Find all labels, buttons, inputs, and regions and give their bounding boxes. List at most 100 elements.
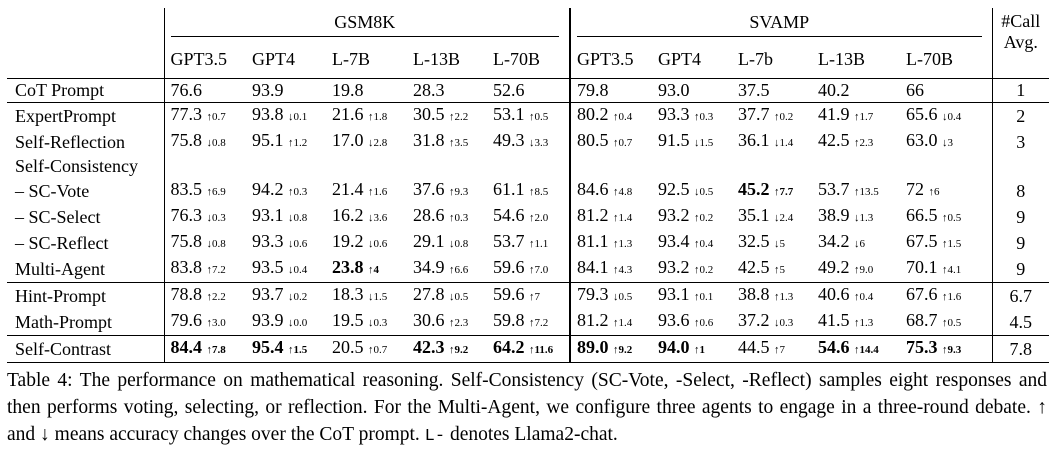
score-cell: 38.9 ↓1.3 xyxy=(812,204,900,230)
method-name: Math-Prompt xyxy=(7,309,165,336)
score-delta: ↑2.2 xyxy=(449,111,469,123)
corner-cell xyxy=(7,8,165,40)
score-delta: ↓0.8 xyxy=(449,238,469,250)
score-delta: ↑0.4 xyxy=(613,111,633,123)
score-cell: 30.6 ↑2.3 xyxy=(407,309,487,336)
method-name: Multi-Agent xyxy=(7,256,165,283)
score-delta: ↑0.3 xyxy=(449,212,469,224)
score-delta: ↑7.2 xyxy=(529,317,549,329)
call-count: 8 xyxy=(1016,180,1026,201)
score-value: 75.8 xyxy=(170,231,203,251)
call-count: 7.8 xyxy=(992,335,1050,363)
score-delta: ↓0.4 xyxy=(942,111,962,123)
method-name: – SC-Reflect xyxy=(7,230,165,256)
table-row: CoT Prompt 76.6 93.9 19.8 28.3 52.6 79.8 93.0 37… xyxy=(7,78,1050,103)
score-cell: 19.8 xyxy=(326,78,407,103)
score-cell: 80.5 ↑0.7 xyxy=(570,129,652,155)
score-cell: 21.6 ↑1.8 xyxy=(326,102,407,129)
score-delta: ↑2.0 xyxy=(529,212,549,224)
score-value: 92.5 xyxy=(658,179,690,199)
score-delta: ↓0.6 xyxy=(288,238,308,250)
score-value: 18.3 xyxy=(332,284,364,304)
score-cell: 80.2 ↑0.4 xyxy=(570,102,652,129)
caption-code: L- xyxy=(424,427,446,446)
score-cell: 81.1 ↑1.3 xyxy=(570,230,652,256)
call-count: 1 xyxy=(992,78,1050,103)
score-value: 78.8 xyxy=(170,284,203,304)
score-value: 63.0 xyxy=(906,130,938,150)
score-cell xyxy=(732,155,812,178)
score-value: 19.5 xyxy=(332,310,364,330)
score-cell: 76.3 ↓0.3 xyxy=(164,204,246,230)
score-delta: ↑7.7 xyxy=(774,186,794,198)
method-name: – SC-Vote xyxy=(7,178,165,204)
score-cell: 34.9 ↑6.6 xyxy=(407,256,487,283)
score-value: 94.2 xyxy=(252,179,284,199)
score-delta: ↑1.3 xyxy=(774,291,794,303)
score-value: 93.2 xyxy=(658,257,690,277)
score-delta: ↑1.4 xyxy=(613,317,633,329)
score-delta: ↑0.2 xyxy=(774,111,794,123)
score-cell: 84.6 ↑4.8 xyxy=(570,178,652,204)
score-cell: 81.2 ↑1.4 xyxy=(570,204,652,230)
score-value: 30.5 xyxy=(413,104,445,124)
score-cell: 91.5 ↓1.5 xyxy=(652,129,732,155)
score-delta: ↑9.3 xyxy=(449,186,469,198)
score-value: 93.8 xyxy=(252,104,284,124)
score-cell: 59.8 ↑7.2 xyxy=(487,309,571,336)
score-cell: 93.9 xyxy=(246,78,326,103)
score-cell: 59.6 ↑7.0 xyxy=(487,256,571,283)
score-delta: ↓6 xyxy=(854,238,865,250)
call-count: 9 xyxy=(1016,206,1026,227)
score-value: 67.5 xyxy=(906,231,938,251)
score-delta: ↑6.6 xyxy=(449,264,469,276)
score-value: 49.2 xyxy=(818,257,850,277)
score-value: 93.1 xyxy=(252,205,284,225)
score-value: 67.6 xyxy=(906,284,938,304)
score-cell: 27.8 ↓0.5 xyxy=(407,282,487,309)
method-name: Self-Consistency xyxy=(7,155,165,178)
score-delta: ↓0.0 xyxy=(288,317,308,329)
score-value: 30.6 xyxy=(413,310,445,330)
score-delta: ↑1.3 xyxy=(613,238,633,250)
corner-cell-2 xyxy=(7,40,165,79)
score-delta: ↑2.3 xyxy=(854,137,874,149)
score-cell: 93.8 ↓0.1 xyxy=(246,102,326,129)
score-value: 61.1 xyxy=(493,179,525,199)
score-value: 53.7 xyxy=(818,179,850,199)
score-value: 16.2 xyxy=(332,205,364,225)
score-cell: 64.2 ↑11.6 xyxy=(487,335,571,363)
score-delta: ↑9.3 xyxy=(942,344,962,356)
method-name: Self-Reflection xyxy=(7,129,165,155)
score-delta: ↓5 xyxy=(774,238,785,250)
score-delta: ↓3 xyxy=(942,137,953,149)
score-cell: 93.2 ↑0.2 xyxy=(652,256,732,283)
score-delta: ↑6 xyxy=(928,186,940,198)
score-delta: ↑0.4 xyxy=(854,291,874,303)
score-value: 93.5 xyxy=(252,257,284,277)
score-delta: ↑0.2 xyxy=(694,264,714,276)
score-delta: ↓0.5 xyxy=(694,186,714,198)
score-value: 59.8 xyxy=(493,310,525,330)
score-cell: 63.0 ↓3 xyxy=(900,129,993,155)
score-value: 83.8 xyxy=(170,257,203,277)
score-value: 38.9 xyxy=(818,205,850,225)
score-cell: 53.7 ↑13.5 xyxy=(812,178,900,204)
score-delta: ↑0.4 xyxy=(694,238,714,250)
score-value: 83.5 xyxy=(170,179,203,199)
score-cell: 30.5 ↑2.2 xyxy=(407,102,487,129)
score-cell: 29.1 ↓0.8 xyxy=(407,230,487,256)
call-count xyxy=(992,155,1049,178)
score-cell: 59.6 ↑7 xyxy=(487,282,571,309)
score-delta: ↓0.1 xyxy=(288,111,308,123)
score-cell: 21.4 ↑1.6 xyxy=(326,178,407,204)
score-value: 42.5 xyxy=(818,130,850,150)
score-delta: ↑1.6 xyxy=(368,186,388,198)
score-delta: ↓3.3 xyxy=(529,137,549,149)
score-value: 37.2 xyxy=(738,310,770,330)
model-header: L-70B xyxy=(487,40,571,79)
score-cell: 95.4 ↑1.5 xyxy=(246,335,326,363)
score-value: 93.9 xyxy=(252,310,284,330)
score-value: 45.2 xyxy=(738,179,770,199)
score-cell: 93.0 xyxy=(652,78,732,103)
